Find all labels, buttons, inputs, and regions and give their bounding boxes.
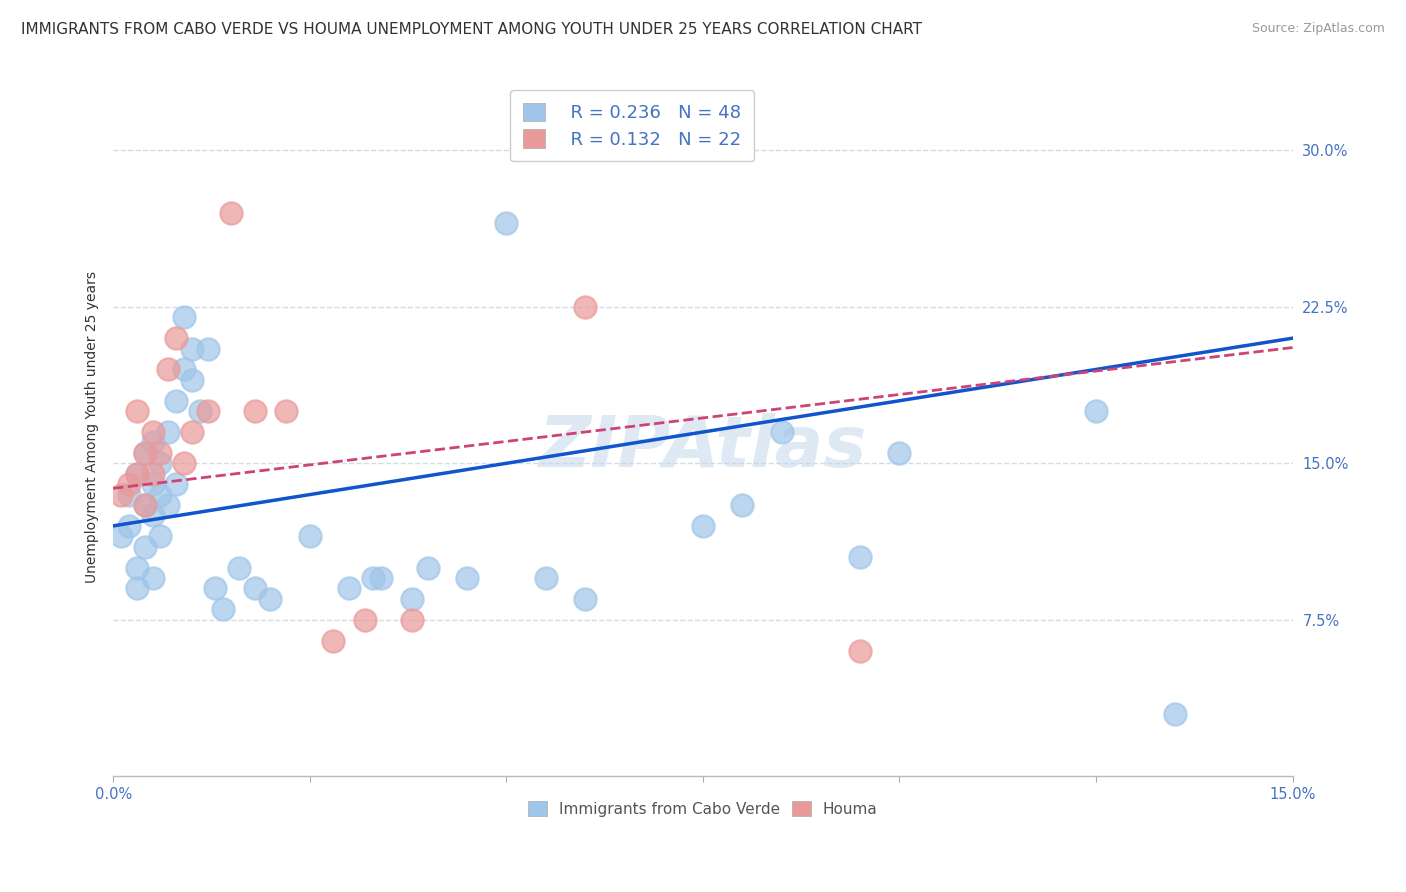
Point xyxy=(219,206,242,220)
Point xyxy=(149,446,172,460)
Point xyxy=(849,550,872,565)
Point xyxy=(889,446,911,460)
Point xyxy=(134,498,156,512)
Point xyxy=(134,446,156,460)
Point xyxy=(141,477,163,491)
Point xyxy=(134,446,156,460)
Point xyxy=(353,613,375,627)
Point xyxy=(157,425,180,439)
Point xyxy=(134,540,156,554)
Point xyxy=(173,362,195,376)
Point xyxy=(110,487,132,501)
Point xyxy=(401,613,423,627)
Text: IMMIGRANTS FROM CABO VERDE VS HOUMA UNEMPLOYMENT AMONG YOUTH UNDER 25 YEARS CORR: IMMIGRANTS FROM CABO VERDE VS HOUMA UNEM… xyxy=(21,22,922,37)
Point xyxy=(849,644,872,658)
Point xyxy=(1085,404,1108,418)
Point xyxy=(118,487,141,501)
Point xyxy=(243,404,266,418)
Point xyxy=(298,529,321,543)
Point xyxy=(141,467,163,481)
Point xyxy=(692,519,714,533)
Point xyxy=(125,404,148,418)
Point xyxy=(361,571,384,585)
Point xyxy=(134,498,156,512)
Point xyxy=(574,591,596,606)
Point xyxy=(125,582,148,596)
Point xyxy=(180,373,202,387)
Y-axis label: Unemployment Among Youth under 25 years: Unemployment Among Youth under 25 years xyxy=(86,271,100,582)
Point xyxy=(125,467,148,481)
Point xyxy=(259,591,281,606)
Point xyxy=(495,216,517,230)
Point xyxy=(141,435,163,450)
Point xyxy=(125,467,148,481)
Point xyxy=(212,602,235,616)
Legend: Immigrants from Cabo Verde, Houma: Immigrants from Cabo Verde, Houma xyxy=(520,793,886,824)
Point xyxy=(165,331,187,345)
Point xyxy=(731,498,754,512)
Point xyxy=(337,582,360,596)
Point xyxy=(141,508,163,523)
Point xyxy=(165,477,187,491)
Point xyxy=(180,425,202,439)
Point xyxy=(401,591,423,606)
Point xyxy=(770,425,793,439)
Point xyxy=(188,404,211,418)
Point xyxy=(157,362,180,376)
Point xyxy=(149,529,172,543)
Point xyxy=(110,529,132,543)
Point xyxy=(197,342,219,356)
Point xyxy=(180,342,202,356)
Point xyxy=(416,560,439,574)
Point xyxy=(165,393,187,408)
Point xyxy=(456,571,478,585)
Text: Source: ZipAtlas.com: Source: ZipAtlas.com xyxy=(1251,22,1385,36)
Point xyxy=(125,560,148,574)
Point xyxy=(173,310,195,325)
Point xyxy=(228,560,250,574)
Text: ZIPAtlas: ZIPAtlas xyxy=(538,413,868,483)
Point xyxy=(141,425,163,439)
Point xyxy=(574,300,596,314)
Point xyxy=(149,456,172,470)
Point xyxy=(157,498,180,512)
Point xyxy=(370,571,392,585)
Point xyxy=(1163,706,1185,721)
Point xyxy=(118,519,141,533)
Point xyxy=(322,633,344,648)
Point xyxy=(141,571,163,585)
Point xyxy=(243,582,266,596)
Point xyxy=(118,477,141,491)
Point xyxy=(204,582,226,596)
Point xyxy=(173,456,195,470)
Point xyxy=(197,404,219,418)
Point xyxy=(276,404,298,418)
Point xyxy=(149,487,172,501)
Point xyxy=(534,571,557,585)
